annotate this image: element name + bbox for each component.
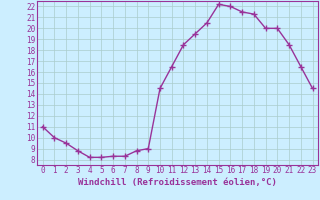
X-axis label: Windchill (Refroidissement éolien,°C): Windchill (Refroidissement éolien,°C): [78, 178, 277, 187]
